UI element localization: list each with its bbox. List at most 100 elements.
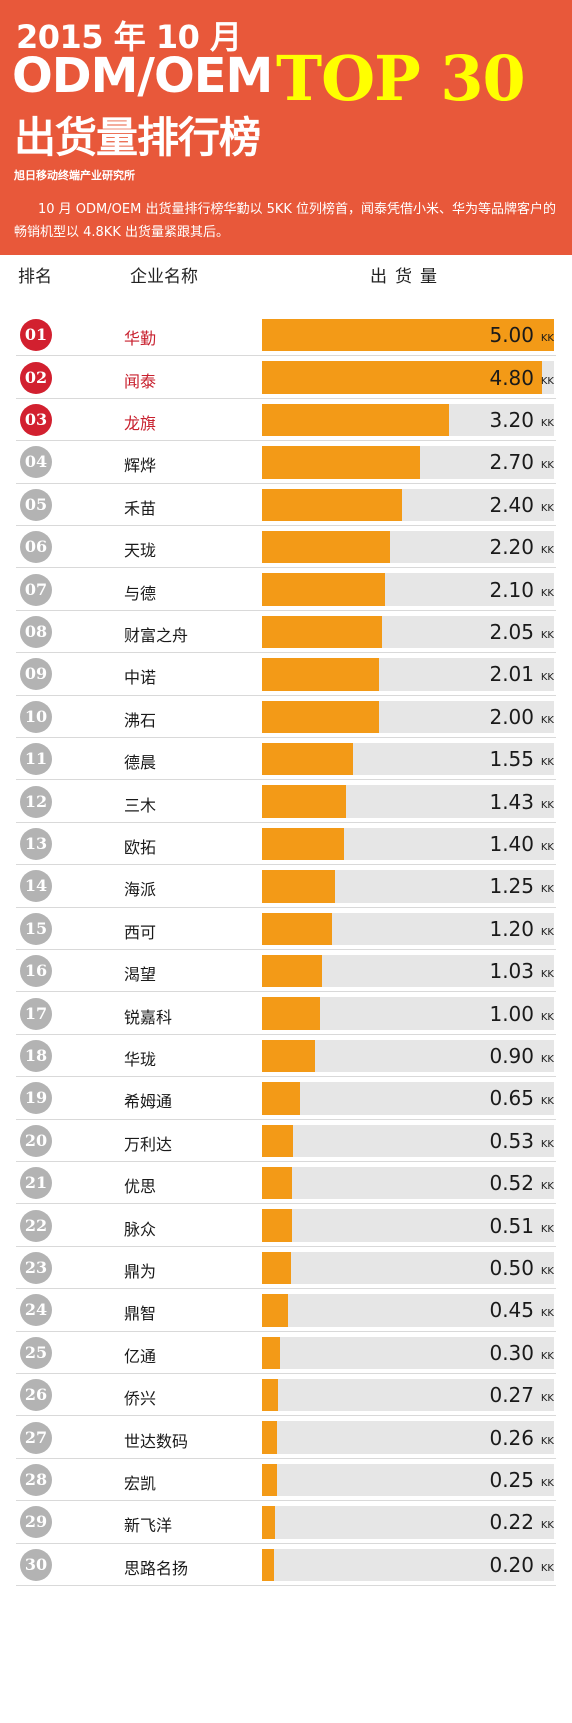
shipment-bar (262, 700, 379, 733)
shipment-bar (262, 955, 323, 988)
rank-badge: 09 (20, 658, 52, 691)
unit-label: KK (540, 672, 554, 684)
title-year: 2015 年 10 月 (16, 18, 242, 56)
rank-badge: 05 (20, 488, 52, 521)
value-label: 0.25 (489, 1467, 534, 1492)
unit-label: KK (540, 1308, 554, 1320)
table-row: 04 辉烨 2.70 KK (16, 441, 556, 484)
bar-track: 2.40 KK (262, 488, 554, 521)
rank-badge: 11 (20, 743, 52, 776)
unit-label: KK (540, 1350, 554, 1362)
bar-track: 4.80 KK (262, 361, 554, 394)
company-name: 渴望 (124, 965, 157, 985)
value-label: 0.65 (489, 1086, 534, 1111)
bar-track: 1.55 KK (262, 743, 554, 776)
shipment-bar (262, 531, 391, 564)
table-row: 27 世达数码 0.26 KK (16, 1416, 556, 1459)
rank-badge: 17 (20, 997, 52, 1030)
shipment-bar (262, 1548, 274, 1581)
rank-badge: 13 (20, 827, 52, 860)
rank-badge: 26 (20, 1379, 52, 1412)
unit-label: KK (540, 799, 554, 811)
company-name: 鼎智 (124, 1304, 157, 1324)
shipment-bar (262, 1506, 275, 1539)
value-label: 1.40 (489, 831, 534, 856)
company-name: 中诺 (124, 668, 157, 688)
unit-label: KK (540, 714, 554, 726)
unit-label: KK (540, 1435, 554, 1447)
rank-badge: 27 (20, 1421, 52, 1454)
company-name: 禾苗 (124, 498, 157, 518)
value-label: 0.90 (489, 1043, 534, 1068)
rank-badge: 21 (20, 1167, 52, 1200)
bar-track: 0.25 KK (262, 1463, 554, 1497)
table-row: 16 渴望 1.03 KK (16, 950, 556, 993)
table-row: 30 思路名扬 0.20 KK (16, 1544, 556, 1586)
bar-track: 0.50 KK (262, 1251, 554, 1285)
unit-label: KK (540, 629, 554, 641)
table-row: 06 天珑 2.20 KK (16, 526, 556, 569)
bar-track: 2.20 KK (262, 531, 554, 564)
unit-label: KK (540, 1223, 554, 1235)
value-label: 0.53 (489, 1128, 534, 1153)
bar-track: 0.27 KK (262, 1379, 554, 1412)
bar-track: 2.70 KK (262, 446, 554, 479)
table-row: 22 脉众 0.51 KK (16, 1204, 556, 1247)
value-label: 1.55 (489, 747, 534, 772)
table-row: 05 禾苗 2.40 KK (16, 484, 556, 526)
unit-label: KK (540, 1053, 554, 1065)
rank-badge: 07 (20, 573, 52, 606)
value-label: 1.20 (489, 916, 534, 941)
company-name: 锐嘉科 (124, 1007, 173, 1027)
shipment-bar (262, 1336, 280, 1369)
unit-label: KK (540, 1011, 554, 1023)
column-header-rank: 排名 (18, 267, 52, 287)
unit-label: KK (540, 884, 554, 896)
company-name: 华珑 (124, 1049, 157, 1069)
value-label: 2.40 (489, 492, 534, 517)
unit-label: KK (540, 1265, 554, 1277)
table-row: 18 华珑 0.90 KK (16, 1035, 556, 1078)
table-row: 19 希姆通 0.65 KK (16, 1077, 556, 1120)
company-name: 新飞洋 (124, 1516, 173, 1536)
table-row: 15 西可 1.20 KK (16, 908, 556, 950)
value-label: 1.03 (489, 959, 534, 984)
company-name: 海派 (124, 880, 157, 900)
unit-label: KK (540, 587, 554, 599)
rank-badge: 12 (20, 785, 52, 818)
company-name: 德晨 (124, 753, 157, 773)
column-header-name: 企业名称 (130, 267, 198, 287)
company-name: 世达数码 (124, 1431, 189, 1451)
table-row: 13 欧拓 1.40 KK (16, 823, 556, 866)
unit-label: KK (540, 1477, 554, 1489)
value-label: 0.26 (489, 1425, 534, 1450)
company-name: 鼎为 (124, 1261, 157, 1281)
shipment-bar (262, 1209, 292, 1242)
table-row: 08 财富之舟 2.05 KK (16, 611, 556, 654)
table-row: 02 闻泰 4.80 KK (16, 356, 556, 399)
shipment-bar (262, 573, 385, 606)
shipment-bar (262, 870, 335, 903)
bar-track: 0.90 KK (262, 1039, 554, 1073)
rank-badge: 02 (20, 361, 52, 394)
shipment-bar (262, 997, 321, 1030)
value-label: 2.00 (489, 704, 534, 729)
rank-badge: 19 (20, 1082, 52, 1115)
bar-track: 1.40 KK (262, 827, 554, 861)
value-label: 1.25 (489, 874, 534, 899)
rank-badge: 14 (20, 870, 52, 903)
shipment-bar (262, 827, 344, 861)
rank-badge: 04 (20, 446, 52, 479)
unit-label: KK (540, 1181, 554, 1193)
company-name: 亿通 (124, 1346, 157, 1366)
shipment-bar (262, 615, 382, 649)
rank-badge: 08 (20, 615, 52, 648)
table-row: 07 与德 2.10 KK (16, 568, 556, 611)
rank-badge: 28 (20, 1463, 52, 1496)
table-row: 23 鼎为 0.50 KK (16, 1247, 556, 1290)
rank-badge: 24 (20, 1294, 52, 1327)
rank-badge: 03 (20, 403, 52, 436)
table-row: 03 龙旗 3.20 KK (16, 399, 556, 442)
table-row: 26 侨兴 0.27 KK (16, 1374, 556, 1417)
